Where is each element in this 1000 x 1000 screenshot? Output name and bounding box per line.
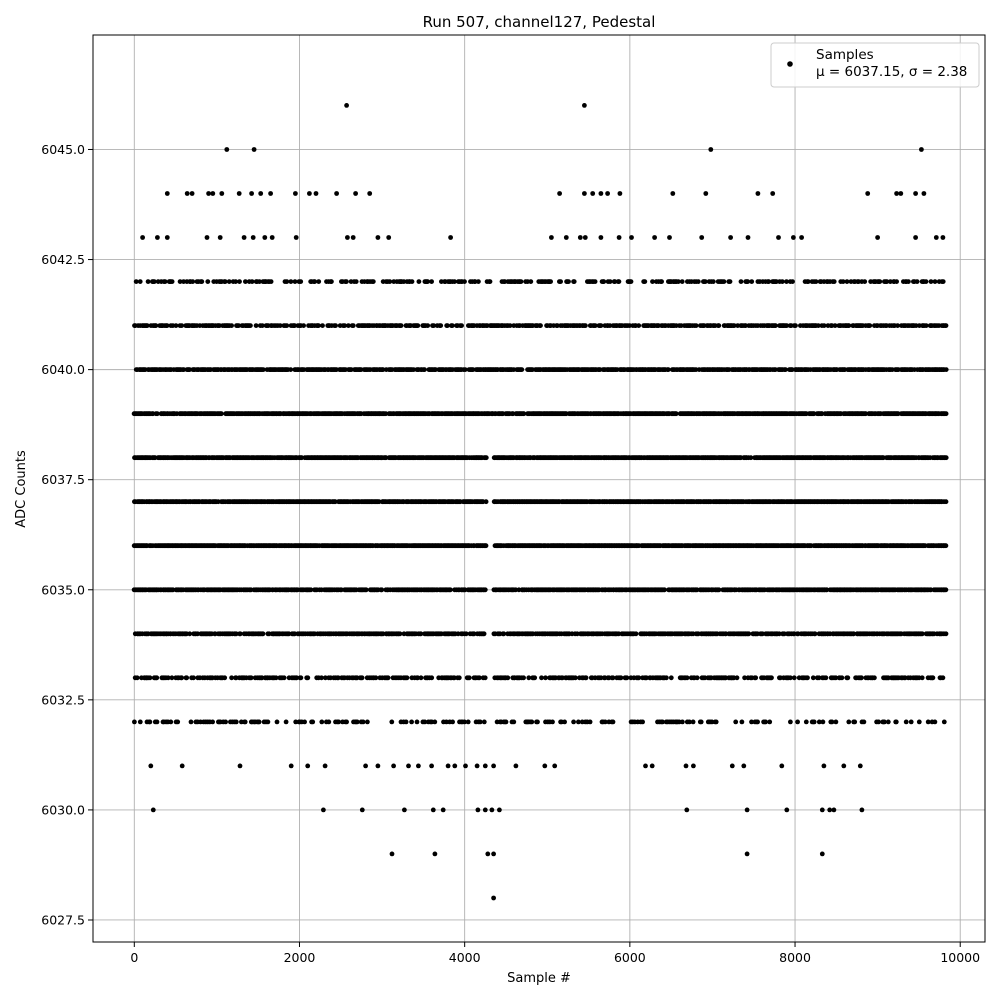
data-point	[943, 455, 949, 461]
data-point	[459, 323, 464, 328]
data-point	[333, 323, 338, 328]
data-point	[483, 499, 489, 505]
data-point	[776, 631, 782, 637]
data-point	[445, 323, 450, 328]
data-point	[521, 411, 527, 417]
data-point	[237, 631, 243, 637]
data-point	[919, 631, 925, 637]
data-point	[519, 367, 525, 372]
data-point	[253, 323, 259, 328]
chart-title: Run 507, channel127, Pedestal	[423, 13, 656, 31]
data-point	[301, 323, 306, 328]
data-point	[248, 323, 253, 328]
data-point	[943, 543, 949, 549]
data-point	[229, 323, 235, 328]
data-point	[783, 367, 788, 372]
data-point	[164, 323, 170, 328]
data-point	[943, 587, 949, 593]
data-point	[260, 631, 266, 637]
data-point	[277, 323, 283, 328]
data-point	[943, 631, 949, 637]
data-point	[179, 323, 185, 328]
data-point	[943, 411, 949, 417]
data-point	[501, 631, 507, 637]
data-point	[463, 631, 469, 637]
data-point	[943, 499, 949, 505]
data-point	[716, 587, 722, 593]
data-point	[187, 631, 193, 637]
data-point	[851, 631, 857, 637]
data-point	[418, 631, 424, 637]
data-point	[746, 631, 752, 637]
data-point	[346, 323, 351, 328]
data-point	[195, 631, 201, 637]
data-point	[411, 367, 416, 372]
data-point	[219, 411, 224, 417]
data-point	[397, 631, 403, 637]
data-point	[350, 323, 356, 328]
data-point	[462, 367, 468, 372]
data-point	[292, 323, 297, 328]
data-point	[483, 543, 489, 549]
data-point	[422, 367, 427, 372]
data-point	[662, 587, 667, 593]
data-point	[482, 587, 488, 593]
data-point	[380, 367, 386, 372]
data-point	[288, 367, 294, 372]
data-point	[187, 367, 193, 372]
data-point	[448, 587, 453, 593]
data-point	[824, 587, 830, 593]
data-point	[154, 411, 160, 417]
data-point	[481, 631, 487, 637]
data-point	[316, 323, 321, 328]
data-points	[131, 103, 949, 901]
data-point	[320, 323, 325, 328]
data-point	[431, 323, 437, 328]
data-point	[471, 631, 477, 637]
data-point	[379, 587, 385, 593]
data-point	[943, 367, 949, 372]
data-point	[748, 455, 754, 461]
data-point	[398, 323, 404, 328]
data-point	[363, 587, 369, 593]
data-point	[449, 323, 455, 328]
data-point	[342, 323, 347, 328]
data-point	[173, 323, 179, 328]
data-point	[144, 323, 150, 328]
data-point	[260, 367, 266, 372]
data-point	[153, 323, 159, 328]
data-point	[633, 631, 639, 637]
data-point	[308, 587, 314, 593]
data-point	[673, 411, 679, 417]
data-point	[415, 323, 421, 328]
data-point	[233, 631, 239, 637]
data-point	[812, 631, 818, 637]
data-point	[438, 323, 444, 328]
data-point	[259, 323, 265, 328]
data-point	[665, 367, 671, 372]
data-point	[236, 323, 242, 328]
data-point	[181, 367, 187, 372]
data-point	[284, 323, 290, 328]
data-point	[425, 323, 431, 328]
data-point	[483, 455, 489, 461]
